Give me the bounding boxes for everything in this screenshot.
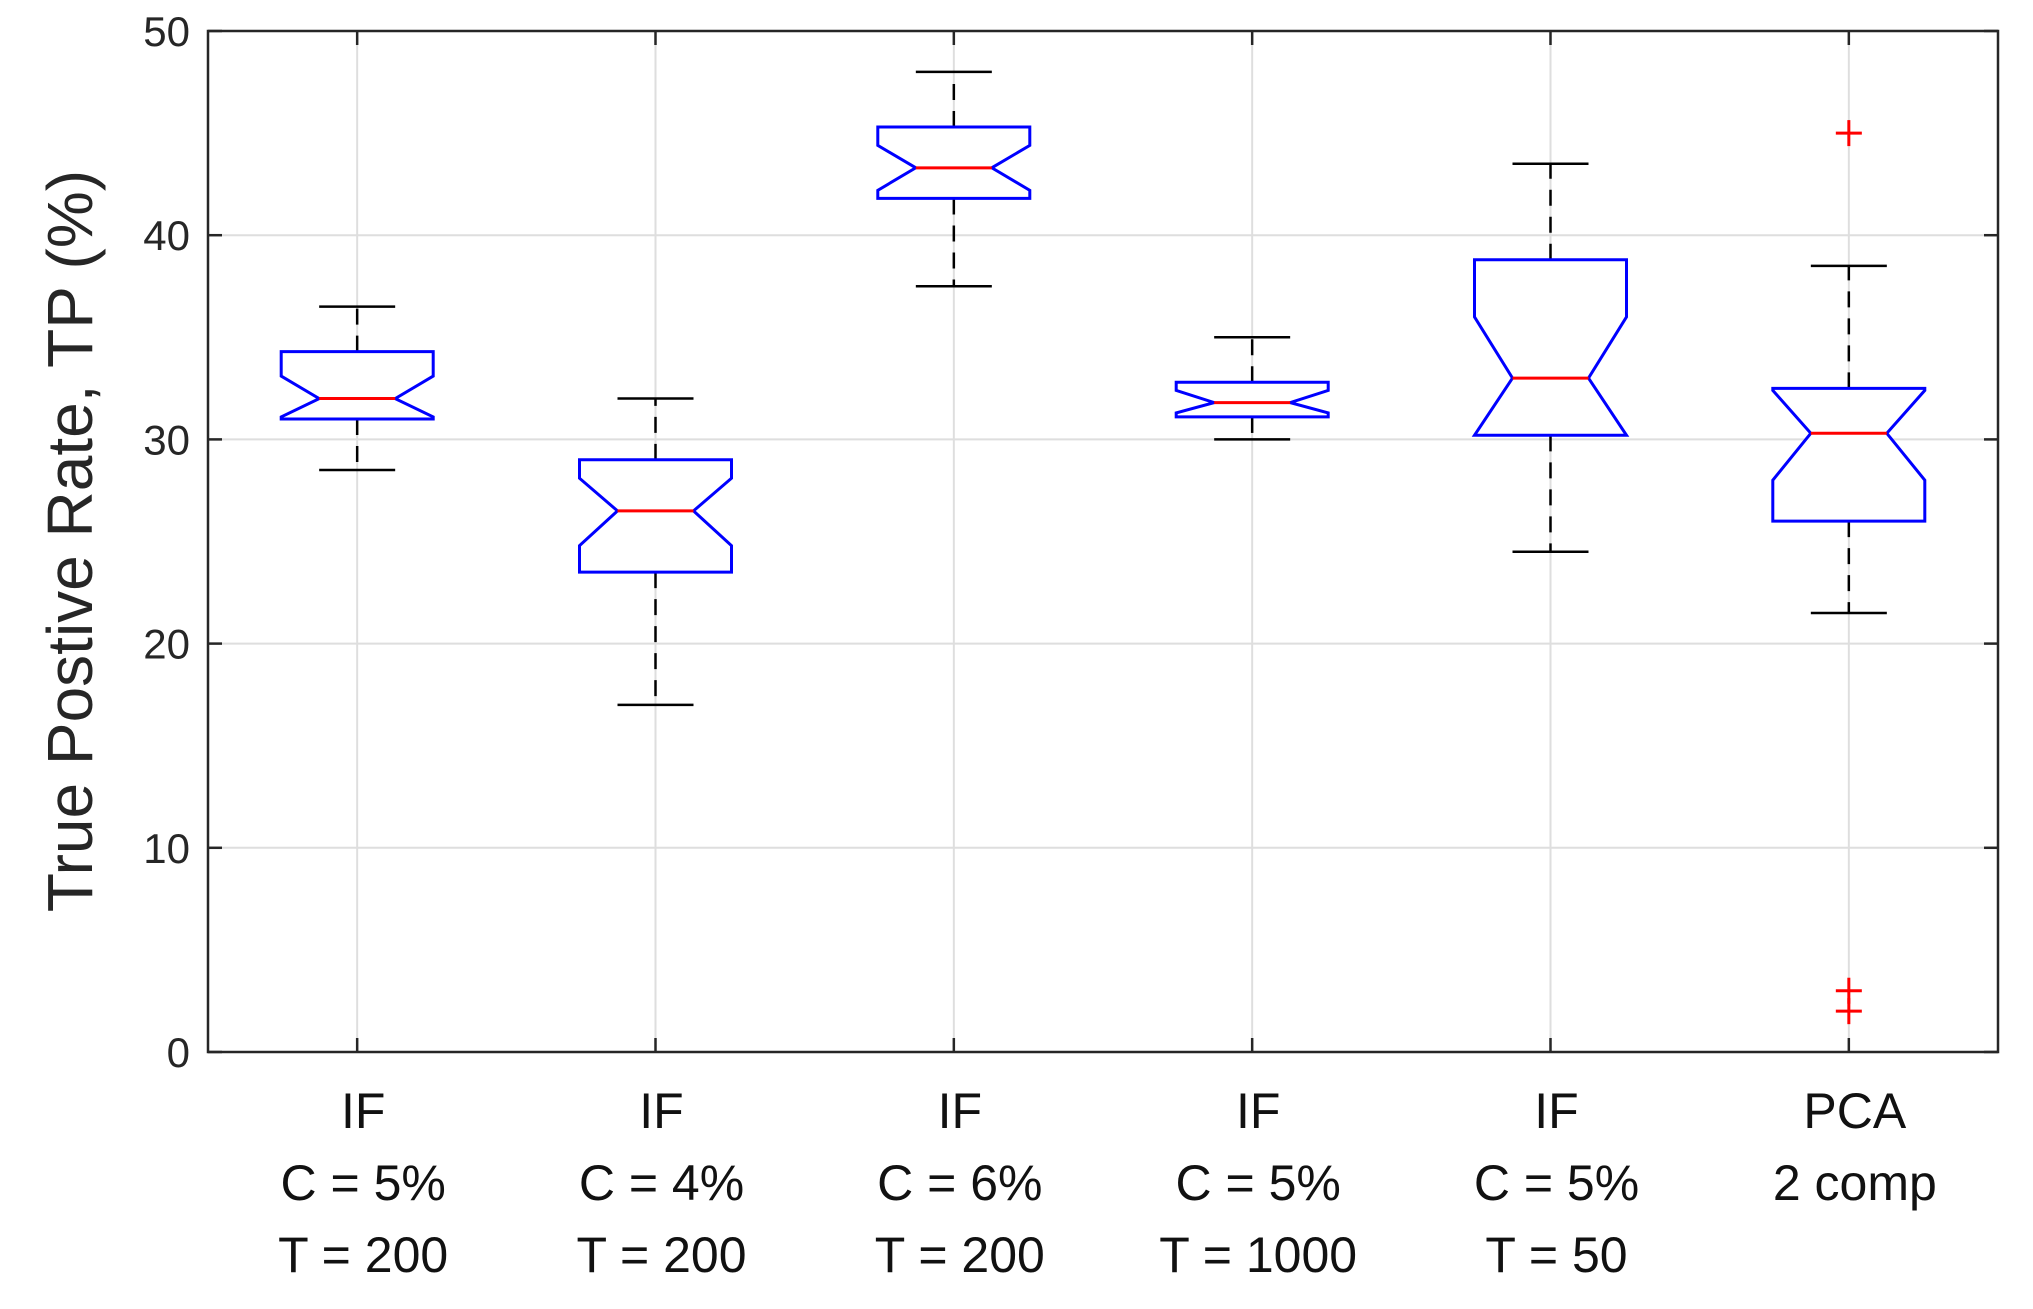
notched-box: [279, 350, 435, 421]
x-category-label: T = 1000: [1159, 1227, 1357, 1283]
x-category-label: 2 comp: [1773, 1155, 1937, 1211]
x-category-label: C = 4%: [579, 1155, 744, 1211]
x-category-label: IF: [1534, 1083, 1578, 1139]
box-4: [1174, 336, 1330, 441]
box-3: [876, 70, 1032, 288]
box-2: [578, 397, 733, 707]
box-6: [1771, 120, 1927, 1025]
box-5: [1471, 162, 1630, 553]
x-category-label: IF: [938, 1083, 982, 1139]
y-tick-label: 30: [143, 416, 190, 463]
boxes: [279, 70, 1927, 1025]
x-category-label: IF: [639, 1083, 683, 1139]
labels: 0 10 20 30 40 50 IF C = 5% T = 200 IF C = 4% T = 20…: [143, 8, 1937, 1283]
notched-box: [1771, 386, 1927, 523]
outlier-marker: [1835, 120, 1862, 147]
notched-box: [578, 458, 733, 574]
y-tick-label: 50: [143, 8, 190, 55]
y-tick-label: 10: [143, 825, 190, 872]
x-category-label: PCA: [1803, 1083, 1906, 1139]
x-category-label: C = 5%: [280, 1155, 445, 1211]
x-category-label: T = 200: [875, 1227, 1045, 1283]
x-category-label: T = 200: [576, 1227, 746, 1283]
x-category-label: T = 50: [1485, 1227, 1627, 1283]
x-category-label: IF: [1236, 1083, 1280, 1139]
notched-box: [1471, 258, 1630, 437]
notched-box: [876, 125, 1032, 200]
plot-frame: [206, 29, 2000, 1054]
x-category-label: C = 5%: [1474, 1155, 1639, 1211]
x-category-label: T = 200: [278, 1227, 448, 1283]
y-axis-label: True Postive Rate, TP (%): [34, 170, 106, 912]
y-tick-label: 40: [143, 212, 190, 259]
notched-box: [1174, 380, 1330, 419]
x-category-label: C = 5%: [1175, 1155, 1340, 1211]
x-category-label: C = 6%: [877, 1155, 1042, 1211]
box-1: [279, 305, 435, 472]
y-tick-label: 0: [167, 1029, 190, 1076]
y-tick-label: 20: [143, 621, 190, 668]
x-category-label: IF: [341, 1083, 385, 1139]
outlier-marker: [1835, 998, 1862, 1025]
